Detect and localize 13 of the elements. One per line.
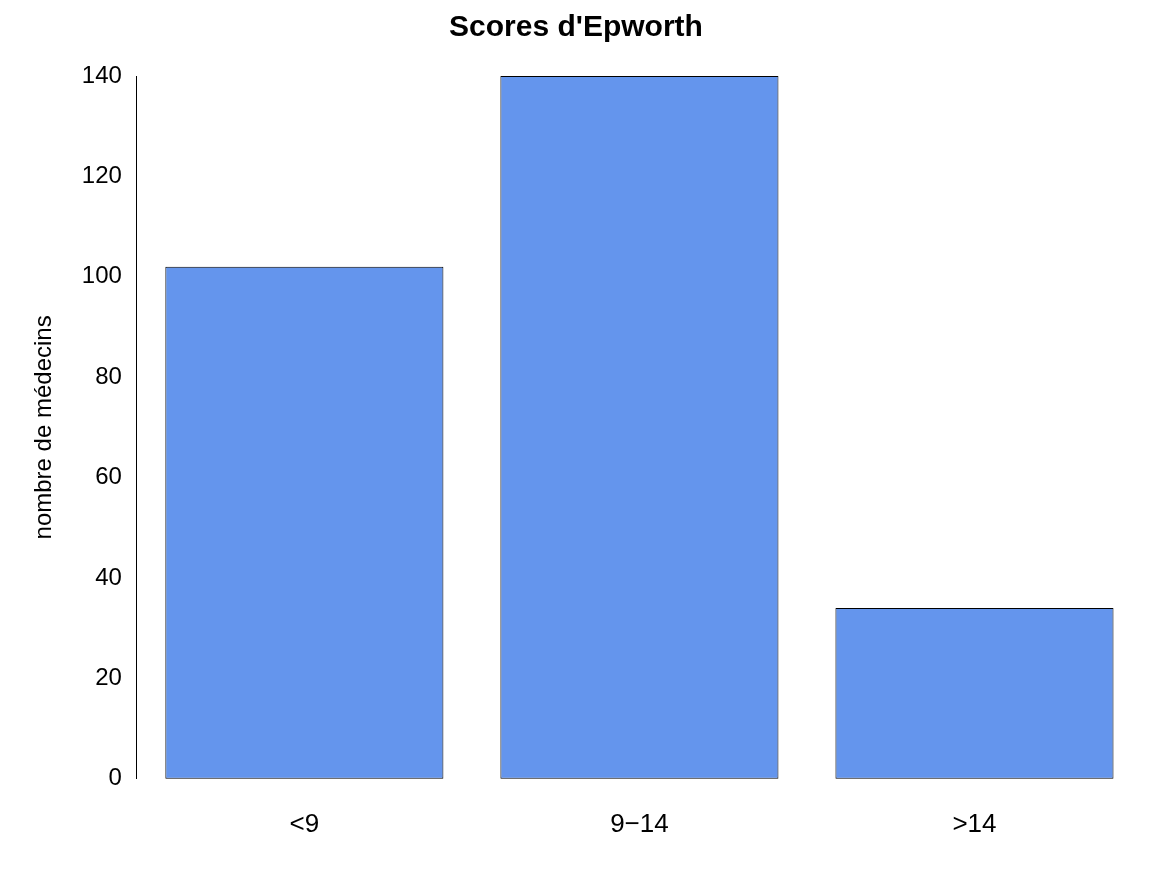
x-tick-label: 9−14: [610, 807, 669, 838]
y-tick-label: 100: [81, 261, 122, 289]
y-tick-label: 0: [108, 763, 122, 791]
y-tick-label: 120: [81, 161, 122, 189]
y-tick-label: 80: [95, 361, 122, 389]
y-tick-label: 140: [81, 60, 122, 88]
y-tick-label: 20: [95, 663, 122, 691]
x-tick-label: <9: [289, 807, 320, 838]
y-axis-title: nombre de médecins: [29, 315, 57, 540]
x-tick-label: >14: [952, 807, 997, 838]
chart-title: Scores d'Epworth: [449, 9, 703, 43]
y-tick-label: 40: [95, 562, 122, 590]
y-tick-label: 60: [95, 462, 122, 490]
